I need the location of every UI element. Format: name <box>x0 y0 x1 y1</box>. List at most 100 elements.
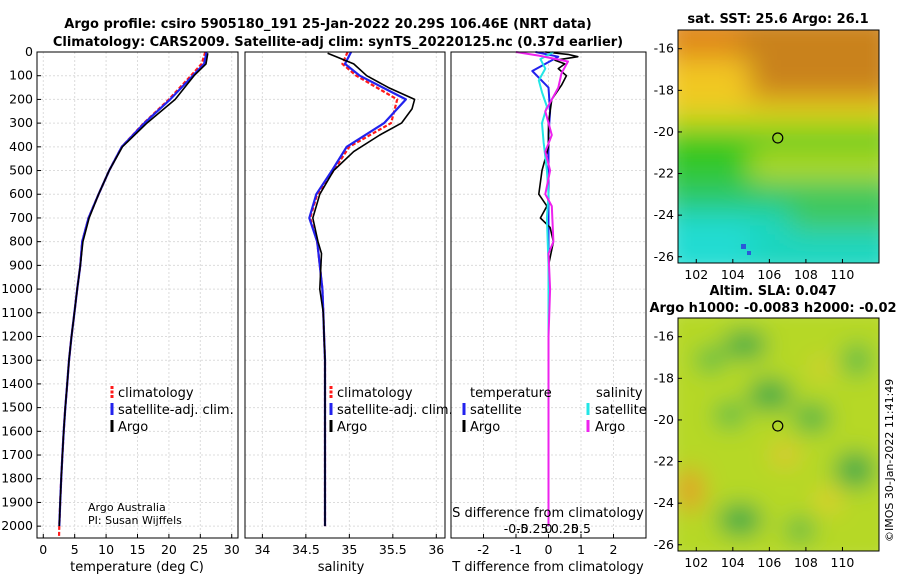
sst-map-ticks: 102 104 106 108 110 -16 -18 -20 -22 -24 -26 <box>654 41 855 282</box>
temperature-series <box>57 51 209 539</box>
sst-map-title: sat. SST: 25.6 Argo: 26.1 <box>687 12 868 27</box>
y-tick-label: 1200 <box>1 328 33 343</box>
series-line <box>57 51 207 539</box>
map-y-tick-label: -24 <box>654 495 674 510</box>
salinity-series <box>308 51 416 527</box>
legend-label-climatology: climatology <box>118 386 194 401</box>
y-tick-label: 500 <box>9 163 33 178</box>
s-x-tick-label: 0.5 <box>571 521 591 536</box>
temperature-xlabel: temperature (deg C) <box>70 560 204 575</box>
map-y-tick-label: -18 <box>654 370 674 385</box>
y-tick-label: 400 <box>9 139 33 154</box>
x-tick-label: 35 <box>341 542 357 557</box>
legend-label-s-argo: Argo <box>595 420 625 435</box>
y-tick-label: 600 <box>9 186 33 201</box>
y-tick-label: 1300 <box>1 352 33 367</box>
salinity-xticks: 34 34.5 35 35.5 36 <box>254 534 444 557</box>
s-difference-label: S difference from climatology <box>452 506 644 521</box>
y-tick-label: 300 <box>9 115 33 130</box>
y-tick-label: 1100 <box>1 305 33 320</box>
credit-line1: Argo Australia <box>88 501 166 514</box>
y-tick-label: 200 <box>9 91 33 106</box>
salinity-panel: 34 34.5 35 35.5 36 salinity climatology sate… <box>244 51 453 575</box>
x-tick-label: 25 <box>192 542 208 557</box>
y-tick-label: 100 <box>9 68 33 83</box>
map-y-tick-label: -16 <box>654 329 674 344</box>
y-tick-label: 1700 <box>1 447 33 462</box>
x-tick-label: -1 <box>510 542 522 557</box>
legend-header-temperature: temperature <box>470 386 552 401</box>
map-x-tick-label: 108 <box>794 267 818 282</box>
map-x-tick-label: 106 <box>757 555 781 570</box>
map-x-tick-label: 104 <box>721 267 745 282</box>
sla-map: Altim. SLA: 0.047 Argo h1000: -0.0083 h2… <box>649 284 896 570</box>
sla-map-title-line2: Argo h1000: -0.0083 h2000: -0.02 <box>649 301 896 316</box>
temperature-panel: 0 5 10 15 20 25 30 0 100 200 300 400 500 600 700 800 90… <box>1 44 240 575</box>
x-tick-label: 30 <box>224 542 240 557</box>
y-tick-label: 1600 <box>1 423 33 438</box>
x-tick-label: 0 <box>545 542 553 557</box>
map-y-tick-label: -24 <box>654 207 674 222</box>
map-y-tick-label: -20 <box>654 412 674 427</box>
x-tick-label: 20 <box>161 542 177 557</box>
temperature-grid <box>37 51 238 538</box>
series-line <box>515 51 569 527</box>
y-tick-label: 800 <box>9 234 33 249</box>
map-x-tick-label: 110 <box>831 267 855 282</box>
difference-series <box>515 51 579 527</box>
sla-map-ticks: 102 104 106 108 110 -16 -18 -20 -22 -24 -26 <box>654 329 855 570</box>
y-tick-label: 900 <box>9 257 33 272</box>
map-y-tick-label: -18 <box>654 82 674 97</box>
sla-field <box>678 318 879 551</box>
s-x-tick-label: -0.25 <box>516 521 548 536</box>
difference-t-xticks: -2 -1 0 1 2 <box>477 534 617 557</box>
y-tick-label: 1500 <box>1 400 33 415</box>
sla-argo-location-marker <box>772 420 784 432</box>
x-tick-label: 1 <box>577 542 585 557</box>
figure-title-line1: Argo profile: csiro 5905180_191 25-Jan-2… <box>64 17 591 32</box>
y-tick-label: 2000 <box>1 518 33 533</box>
sst-map: sat. SST: 25.6 Argo: 26.1 102 104 106 108 11… <box>654 12 880 282</box>
sla-map-axes <box>677 317 880 552</box>
legend-label-argo: Argo <box>337 420 367 435</box>
depth-yticks: 0 100 200 300 400 500 600 700 800 900 1000 1100 1200… <box>1 44 41 533</box>
x-tick-label: 34.5 <box>292 542 320 557</box>
x-tick-label: -2 <box>477 542 489 557</box>
y-tick-label: 1800 <box>1 471 33 486</box>
legend-label-satellite: satellite-adj. clim. <box>118 403 234 418</box>
legend-label-t-satellite: satellite <box>470 403 522 418</box>
figure-title-line2: Climatology: CARS2009. Satellite-adj cli… <box>53 35 623 50</box>
y-tick-label: 0 <box>25 44 33 59</box>
x-tick-label: 15 <box>130 542 146 557</box>
x-tick-label: 35.5 <box>379 542 407 557</box>
s-x-tick-label: 0.25 <box>551 521 579 536</box>
map-x-tick-label: 106 <box>757 267 781 282</box>
x-tick-label: 0 <box>39 542 47 557</box>
sst-argo-location-marker <box>772 132 784 144</box>
x-tick-label: 34 <box>254 542 270 557</box>
map-y-tick-label: -26 <box>654 537 674 552</box>
credit-line2: PI: Susan Wijffels <box>88 514 182 527</box>
map-y-tick-label: -22 <box>654 454 674 469</box>
legend-label-argo: Argo <box>118 420 148 435</box>
sst-map-axes <box>677 29 880 264</box>
x-tick-label: 36 <box>428 542 444 557</box>
salinity-axes <box>244 51 446 539</box>
s-x-tick-label: -0.5 <box>504 521 528 536</box>
s-x-tick-label: 0 <box>545 521 553 536</box>
sla-map-title-line1: Altim. SLA: 0.047 <box>710 284 837 299</box>
map-x-tick-label: 108 <box>794 555 818 570</box>
x-tick-label: 10 <box>98 542 114 557</box>
y-tick-label: 700 <box>9 210 33 225</box>
temperature-xticks: 0 5 10 15 20 25 30 <box>39 534 240 557</box>
map-y-tick-label: -16 <box>654 41 674 56</box>
y-tick-label: 1000 <box>1 281 33 296</box>
map-x-tick-label: 102 <box>684 555 708 570</box>
salinity-legend: climatology satellite-adj. clim. Argo <box>329 386 453 435</box>
map-y-tick-label: -20 <box>654 124 674 139</box>
legend-label-s-satellite: satellite <box>595 403 647 418</box>
series-line <box>58 53 209 527</box>
map-y-tick-label: -22 <box>654 166 674 181</box>
